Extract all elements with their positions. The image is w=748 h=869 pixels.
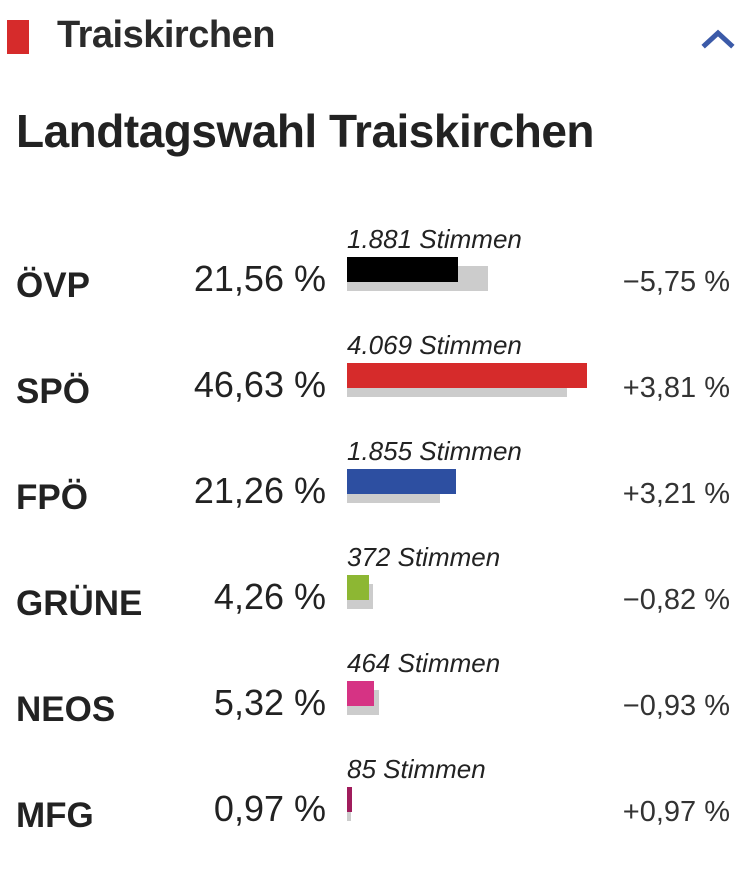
change-label: +0,97 % — [622, 796, 730, 828]
result-row-gruene: GRÜNE 4,26 % 372 Stimmen −0,82 % — [0, 536, 748, 636]
change-label: −0,93 % — [622, 690, 730, 722]
change-label: −0,82 % — [622, 584, 730, 616]
party-color-marker — [7, 20, 29, 54]
chevron-up-icon[interactable] — [700, 24, 736, 52]
percentage-label: 5,32 % — [213, 682, 326, 723]
votes-label: 464 Stimmen — [347, 648, 501, 678]
region-name: Traiskirchen — [57, 14, 275, 56]
result-bar — [347, 787, 352, 812]
party-name: ÖVP — [16, 266, 90, 305]
page-title: Landtagswahl Traiskirchen — [16, 105, 595, 157]
result-row-oevp: ÖVP 21,56 % 1.881 Stimmen −5,75 % — [0, 218, 748, 318]
result-row-neos: NEOS 5,32 % 464 Stimmen −0,93 % — [0, 642, 748, 742]
result-row-fpoe: FPÖ 21,26 % 1.855 Stimmen +3,21 % — [0, 430, 748, 530]
percentage-label: 21,26 % — [193, 470, 326, 511]
votes-label: 85 Stimmen — [347, 754, 486, 784]
result-row-spoe: SPÖ 46,63 % 4.069 Stimmen +3,81 % — [0, 324, 748, 424]
change-label: +3,81 % — [622, 372, 730, 404]
party-name: FPÖ — [16, 478, 88, 517]
percentage-label: 46,63 % — [193, 364, 326, 405]
party-name: NEOS — [16, 690, 116, 729]
party-name: GRÜNE — [16, 584, 143, 623]
percentage-label: 0,97 % — [213, 788, 326, 829]
change-label: −5,75 % — [622, 266, 730, 298]
votes-label: 1.855 Stimmen — [347, 436, 522, 466]
change-label: +3,21 % — [622, 478, 730, 510]
result-bar — [347, 681, 375, 706]
region-header[interactable]: Traiskirchen — [0, 0, 748, 72]
votes-label: 1.881 Stimmen — [347, 224, 522, 254]
percentage-label: 4,26 % — [213, 576, 326, 617]
party-name: SPÖ — [16, 372, 90, 411]
result-bar — [347, 469, 457, 494]
chevron-up-icon-stroke — [701, 29, 735, 49]
percentage-label: 21,56 % — [193, 258, 326, 299]
result-row-mfg: MFG 0,97 % 85 Stimmen +0,97 % — [0, 748, 748, 848]
votes-label: 4.069 Stimmen — [347, 330, 522, 360]
result-bar — [347, 363, 587, 388]
result-bar — [347, 575, 369, 600]
votes-label: 372 Stimmen — [347, 542, 501, 572]
result-bar — [347, 257, 458, 282]
party-name: MFG — [16, 796, 94, 835]
